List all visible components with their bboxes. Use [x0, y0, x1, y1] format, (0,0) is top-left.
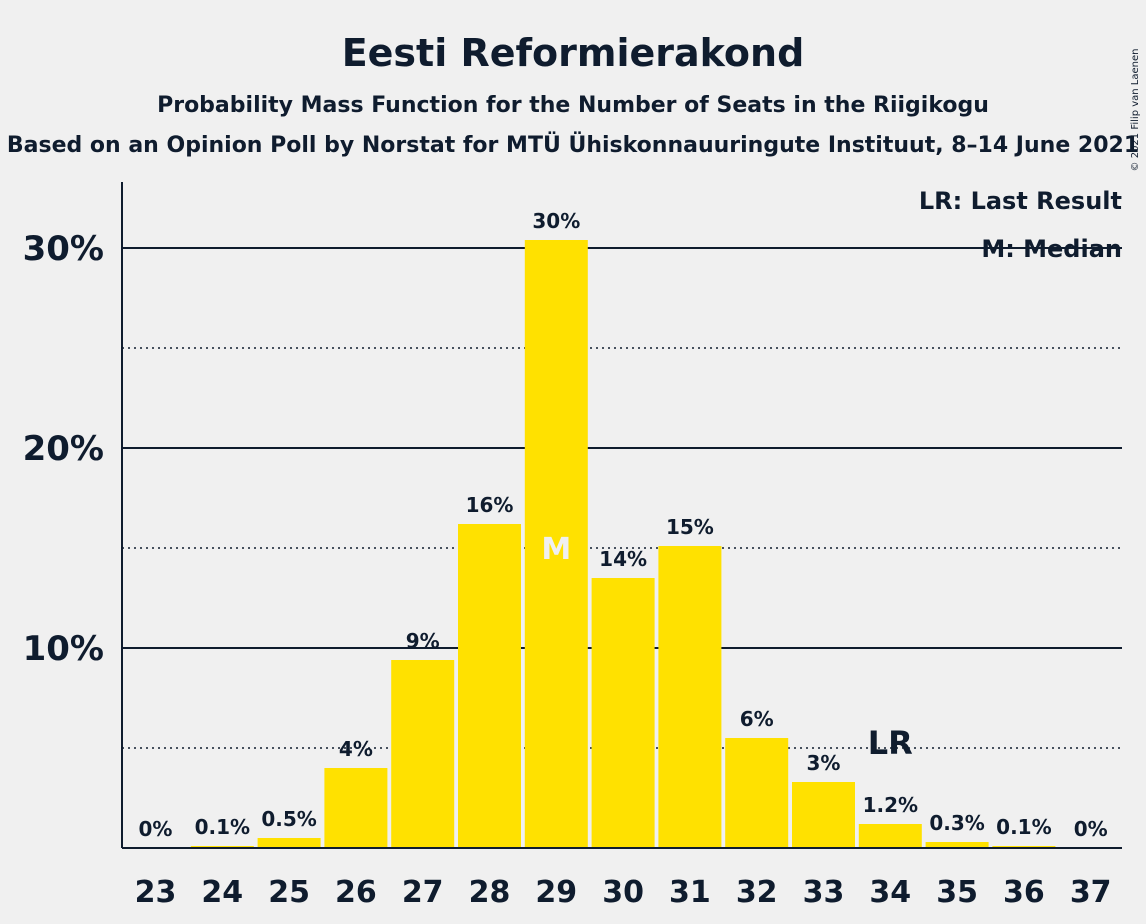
x-tick-label: 27: [402, 875, 444, 910]
copyright-note: © 2021 Filip van Laenen: [1130, 49, 1141, 172]
bar: [391, 660, 455, 848]
y-tick-label: 20%: [23, 429, 104, 469]
data-label: 4%: [339, 737, 373, 761]
data-label: 0.3%: [929, 811, 984, 835]
bar: [925, 842, 989, 848]
data-label: 1.2%: [863, 793, 918, 817]
data-label: 3%: [807, 751, 841, 775]
x-axis-ticks: 23 24 25 26 27 28 29 30 31 32 33 34 35 36 37: [135, 875, 1112, 910]
bar: [458, 524, 521, 848]
last-result-marker: LR: [868, 724, 913, 762]
x-tick-label: 35: [936, 875, 978, 910]
x-tick-label: 30: [602, 875, 644, 910]
x-tick-label: 32: [736, 875, 778, 910]
median-marker: M: [541, 532, 571, 567]
chart-subtitle: Probability Mass Function for the Number…: [157, 93, 989, 118]
x-tick-label: 33: [803, 875, 845, 910]
x-tick-label: 25: [268, 875, 310, 910]
bar-series: [190, 240, 1056, 848]
x-tick-label: 24: [201, 875, 243, 910]
x-tick-label: 26: [335, 875, 377, 910]
x-tick-label: 29: [535, 875, 577, 910]
x-tick-label: 23: [135, 875, 177, 910]
chart-source: Based on an Opinion Poll by Norstat for …: [7, 132, 1139, 158]
y-axis-ticks: 10% 20% 30%: [23, 229, 104, 669]
bar: [792, 782, 855, 848]
data-label: 0.5%: [261, 807, 316, 831]
bar: [591, 578, 655, 848]
y-tick-label: 10%: [23, 629, 104, 669]
data-label: 9%: [406, 629, 440, 653]
data-labels: 0% 0.1% 0.5% 4% 9% 16% 30% M 14% 15% 6% 3% 1.2% LR 0.3…: [139, 209, 1108, 841]
bar: [257, 838, 321, 848]
legend-last-result: LR: Last Result: [919, 187, 1122, 215]
bar: [725, 738, 789, 848]
data-label: 14%: [599, 547, 647, 571]
x-tick-label: 34: [869, 875, 911, 910]
bar: [658, 546, 722, 848]
chart-title: Eesti Reformierakond: [342, 31, 805, 75]
bar: [858, 824, 922, 848]
data-label: 0.1%: [996, 815, 1051, 839]
legend-median: M: Median: [981, 235, 1122, 263]
y-tick-label: 30%: [23, 229, 104, 269]
x-tick-label: 28: [469, 875, 511, 910]
x-tick-label: 37: [1070, 875, 1112, 910]
data-label: 0%: [1074, 817, 1108, 841]
bar: [324, 768, 388, 848]
data-label: 16%: [466, 493, 514, 517]
data-label: 15%: [666, 515, 714, 539]
data-label: 30%: [532, 209, 580, 233]
bar: [524, 240, 588, 848]
data-label: 6%: [740, 707, 774, 731]
x-tick-label: 31: [669, 875, 711, 910]
data-label: 0%: [139, 817, 173, 841]
x-tick-label: 36: [1003, 875, 1045, 910]
data-label: 0.1%: [195, 815, 250, 839]
